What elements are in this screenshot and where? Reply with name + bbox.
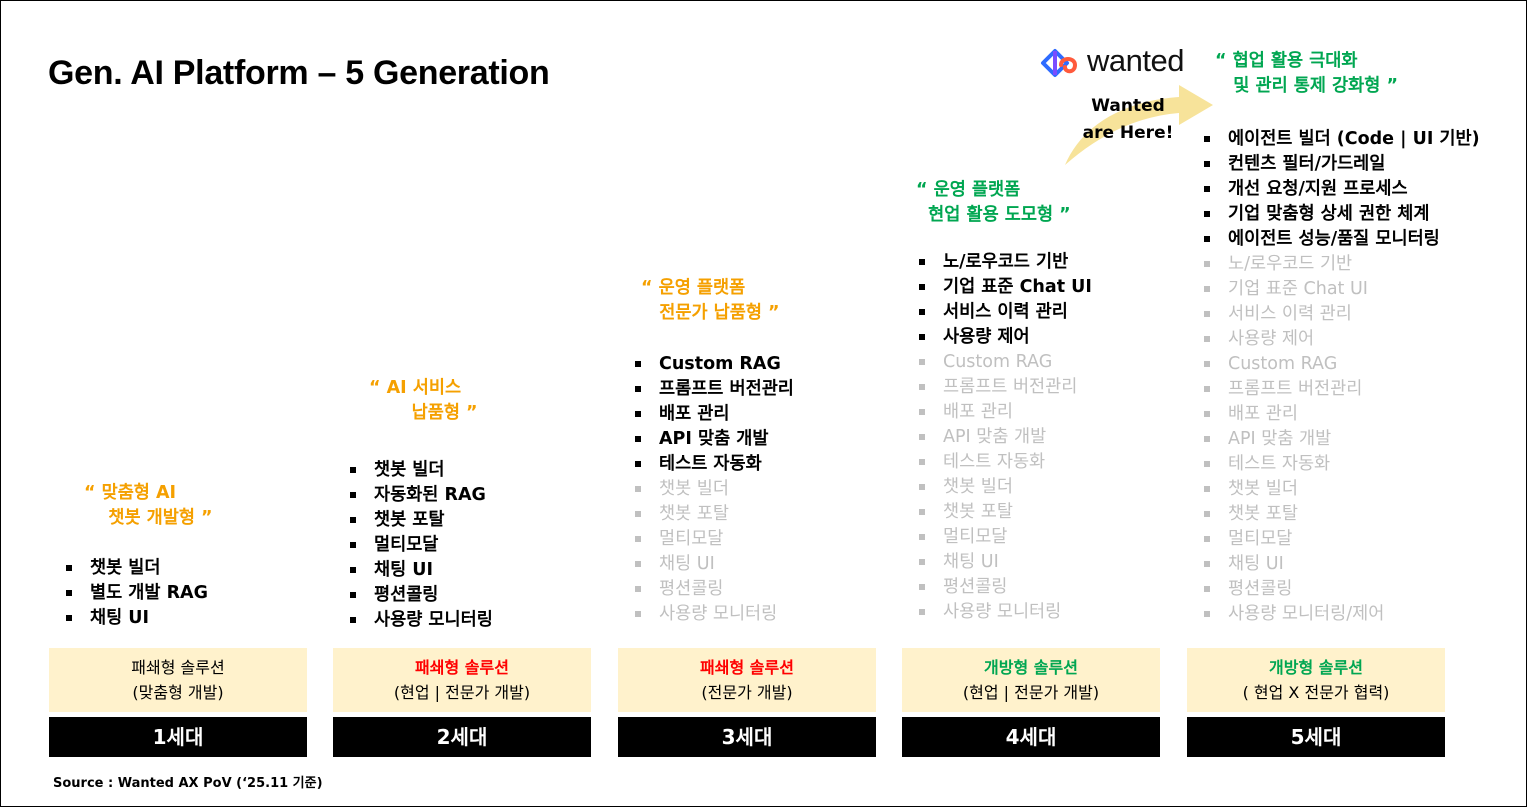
feature-item: 챗봇 빌더 — [349, 458, 493, 483]
gen1-heading: “ 맞춤형 AI 챗봇 개발형 ” — [84, 483, 213, 528]
feature-item: 채팅 UI — [918, 550, 1092, 575]
gen4-label-bar: 4세대 — [902, 717, 1160, 757]
gen4-heading: “ 운영 플랫폼 현업 활용 도모형 ” — [916, 180, 1071, 225]
solution-title: 패쇄형 솔루션 — [415, 658, 509, 677]
feature-item: 기업 표준 Chat UI — [918, 275, 1092, 300]
feature-item: 평션콜링 — [1203, 577, 1480, 602]
feature-item: 평션콜링 — [918, 575, 1092, 600]
feature-item: 멀티모달 — [634, 527, 794, 552]
feature-item: 챗봇 빌더 — [634, 477, 794, 502]
feature-item: 멀티모달 — [349, 533, 493, 558]
feature-item: 노/로우코드 기반 — [918, 250, 1092, 275]
feature-item: 노/로우코드 기반 — [1203, 252, 1480, 277]
callout-text: Wanted are Here! — [1073, 93, 1183, 147]
gen2-solution-box: 패쇄형 솔루션 (현업 | 전문가 개발) — [333, 648, 591, 712]
feature-item: 배포 관리 — [1203, 402, 1480, 427]
feature-item: 챗봇 빌더 — [918, 475, 1092, 500]
feature-item: API 맞춤 개발 — [918, 425, 1092, 450]
feature-item: 채팅 UI — [65, 606, 208, 631]
feature-item: 컨텐츠 필터/가드레일 — [1203, 152, 1480, 177]
gen2-heading: “ AI 서비스 납품형 ” — [369, 378, 478, 423]
solution-title: 개방형 솔루션 — [1269, 658, 1363, 677]
page-title: Gen. AI Platform – 5 Generation — [48, 54, 550, 92]
gen1-label-bar: 1세대 — [49, 717, 307, 757]
feature-item: 챗봇 포탈 — [1203, 502, 1480, 527]
feature-item: 기업 표준 Chat UI — [1203, 277, 1480, 302]
solution-subtitle: (현업 | 전문가 개발) — [393, 683, 531, 702]
solution-title: 패쇄형 솔루션 — [700, 658, 794, 677]
feature-item: 챗봇 빌더 — [65, 556, 208, 581]
feature-item: 자동화된 RAG — [349, 483, 493, 508]
feature-item: 멀티모달 — [1203, 527, 1480, 552]
callout-line1: Wanted — [1091, 96, 1165, 116]
gen2-feature-list: 챗봇 빌더 자동화된 RAG 챗봇 포탈 멀티모달 채팅 UI 평션콜링 사용량… — [349, 458, 493, 633]
feature-item: Custom RAG — [634, 352, 794, 377]
feature-item: 기업 맞춤형 상세 권한 체계 — [1203, 202, 1480, 227]
feature-item: 사용량 모니터링 — [918, 600, 1092, 625]
feature-item: 챗봇 포탈 — [918, 500, 1092, 525]
feature-item: 서비스 이력 관리 — [1203, 302, 1480, 327]
feature-item: 테스트 자동화 — [1203, 452, 1480, 477]
source-note: Source : Wanted AX PoV (‘25.11 기준) — [53, 776, 323, 791]
feature-item: Custom RAG — [918, 350, 1092, 375]
logo-text: wanted — [1087, 43, 1184, 78]
feature-item: API 맞춤 개발 — [634, 427, 794, 452]
gen5-solution-box: 개방형 솔루션 ( 현업 X 전문가 협력) — [1187, 648, 1445, 712]
solution-subtitle: (전문가 개발) — [701, 683, 793, 702]
feature-item: 프롬프트 버전관리 — [1203, 377, 1480, 402]
gen5-feature-list: 에이전트 빌더 (Code | UI 기반) 컨텐츠 필터/가드레일 개선 요청… — [1203, 127, 1480, 627]
gen4-solution-box: 개방형 솔루션 (현업 | 전문가 개발) — [902, 648, 1160, 712]
gen5-label-bar: 5세대 — [1187, 717, 1445, 757]
gen1-solution-box: 패쇄형 솔루션 (맞춤형 개발) — [49, 648, 307, 712]
gen4-feature-list: 노/로우코드 기반 기업 표준 Chat UI 서비스 이력 관리 사용량 제어… — [918, 250, 1092, 625]
feature-item: 사용량 모니터링 — [634, 602, 794, 627]
solution-title: 개방형 솔루션 — [984, 658, 1078, 677]
feature-item: 사용량 모니터링 — [349, 608, 493, 633]
gen1-feature-list: 챗봇 빌더 별도 개발 RAG 채팅 UI — [65, 556, 208, 631]
solution-subtitle: (현업 | 전문가 개발) — [962, 683, 1100, 702]
feature-item: 별도 개발 RAG — [65, 581, 208, 606]
feature-item: 프롬프트 버전관리 — [634, 377, 794, 402]
feature-item: 에이전트 성능/품질 모니터링 — [1203, 227, 1480, 252]
callout-line2: are Here! — [1082, 123, 1174, 143]
feature-item: API 맞춤 개발 — [1203, 427, 1480, 452]
gen3-label-bar: 3세대 — [618, 717, 876, 757]
feature-item: Custom RAG — [1203, 352, 1480, 377]
feature-item: 평션콜링 — [349, 583, 493, 608]
feature-item: 평션콜링 — [634, 577, 794, 602]
solution-subtitle: ( 현업 X 전문가 협력) — [1242, 683, 1390, 702]
feature-item: 채팅 UI — [1203, 552, 1480, 577]
wanted-logo-icon — [1041, 49, 1078, 77]
gen5-heading: “ 협업 활용 극대화 및 관리 통제 강화형 ” — [1215, 51, 1398, 96]
feature-item: 챗봇 빌더 — [1203, 477, 1480, 502]
gen3-heading: “ 운영 플랫폼 전문가 납품형 ” — [641, 278, 780, 323]
feature-item: 개선 요청/지원 프로세스 — [1203, 177, 1480, 202]
solution-title: 패쇄형 솔루션 — [131, 658, 225, 677]
feature-item: 챗봇 포탈 — [634, 502, 794, 527]
gen3-solution-box: 패쇄형 솔루션 (전문가 개발) — [618, 648, 876, 712]
feature-item: 사용량 모니터링/제어 — [1203, 602, 1480, 627]
feature-item: 채팅 UI — [634, 552, 794, 577]
feature-item: 서비스 이력 관리 — [918, 300, 1092, 325]
feature-item: 테스트 자동화 — [918, 450, 1092, 475]
curved-arrow-icon — [1065, 85, 1213, 165]
feature-item: 프롬프트 버전관리 — [918, 375, 1092, 400]
feature-item: 채팅 UI — [349, 558, 493, 583]
feature-item: 사용량 제어 — [1203, 327, 1480, 352]
feature-item: 배포 관리 — [634, 402, 794, 427]
feature-item: 테스트 자동화 — [634, 452, 794, 477]
gen2-label-bar: 2세대 — [333, 717, 591, 757]
feature-item: 에이전트 빌더 (Code | UI 기반) — [1203, 127, 1480, 152]
feature-item: 챗봇 포탈 — [349, 508, 493, 533]
gen3-feature-list: Custom RAG 프롬프트 버전관리 배포 관리 API 맞춤 개발 테스트… — [634, 352, 794, 627]
feature-item: 사용량 제어 — [918, 325, 1092, 350]
feature-item: 멀티모달 — [918, 525, 1092, 550]
feature-item: 배포 관리 — [918, 400, 1092, 425]
wanted-logo: wanted — [1035, 41, 1184, 81]
solution-subtitle: (맞춤형 개발) — [132, 683, 224, 702]
